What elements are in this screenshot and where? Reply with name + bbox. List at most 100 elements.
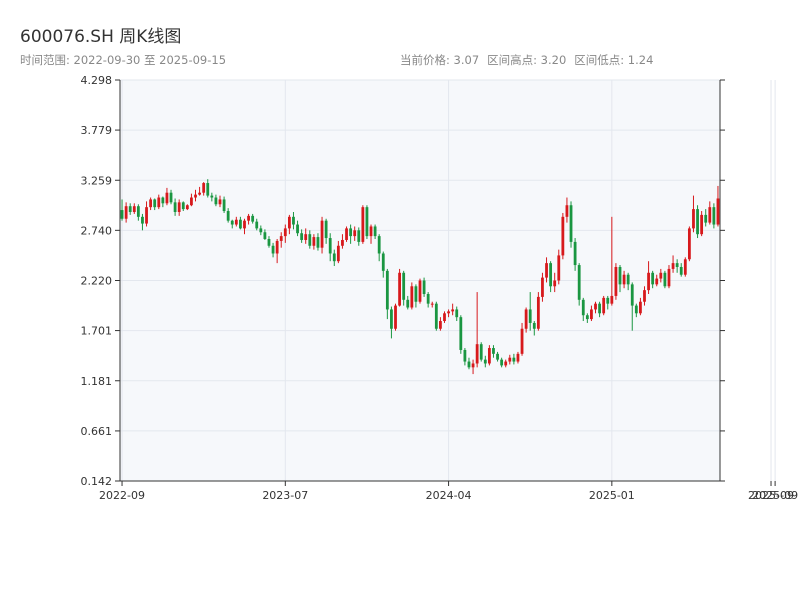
date-range-label: 时间范围: 2022-09-30 至 2025-09-15 (20, 53, 227, 67)
y-tick-label: 3.259 (81, 174, 113, 187)
candle-body (345, 228, 348, 240)
candle-body (618, 266, 622, 285)
price-stats: 当前价格: 3.07 区间高点: 3.20 区间低点: 1.24 (400, 52, 661, 68)
candle-body (443, 313, 446, 322)
candle-body (361, 207, 365, 242)
candle-body (647, 272, 650, 291)
candle-body (430, 303, 434, 305)
candle-body (157, 197, 161, 208)
candle-body (447, 311, 450, 314)
current-price-label: 当前价格: 3.07 (400, 53, 480, 67)
candle-body (385, 270, 389, 310)
candle-body (222, 199, 226, 212)
candle-body (708, 207, 712, 223)
candle-body (414, 286, 418, 302)
candle-body (602, 297, 606, 314)
candle-body (210, 195, 214, 198)
y-tick-label: 2.740 (81, 224, 113, 237)
candle-body (639, 301, 642, 314)
y-tick-label: 1.181 (81, 375, 113, 388)
candle-body (598, 303, 601, 314)
range-low-label: 区间低点: 1.24 (574, 53, 654, 67)
candle-body (377, 236, 381, 254)
candle-body (239, 219, 242, 229)
candle-body (439, 321, 442, 329)
candle-body (410, 286, 414, 308)
candle-body (406, 299, 410, 308)
candle-body (320, 220, 324, 248)
candle-body (487, 348, 491, 364)
candle-body (177, 202, 181, 212)
candle-body (659, 272, 663, 279)
candle-body (328, 238, 332, 254)
candle-body (136, 206, 140, 217)
candle-body (463, 349, 467, 362)
candle-body (381, 253, 385, 271)
candle-body (536, 296, 540, 329)
candle-body (206, 183, 210, 196)
x-tick-label: 2025-01 (589, 489, 635, 502)
candle-body (692, 209, 695, 229)
candle-body (202, 183, 206, 193)
candle-body (341, 239, 344, 246)
candle-body (671, 263, 675, 269)
candle-body (124, 206, 128, 219)
candle-body (141, 216, 144, 224)
y-tick-label: 0.142 (81, 475, 113, 488)
y-tick-label: 0.661 (81, 425, 113, 438)
candle-body (402, 272, 406, 300)
candle-body (418, 280, 422, 302)
candle-body (304, 234, 308, 240)
candle-body (712, 207, 716, 225)
candle-body (336, 245, 340, 262)
candle-body (153, 199, 157, 208)
candle-body (704, 214, 708, 223)
candle-body (496, 353, 499, 360)
candle-body (275, 240, 279, 254)
candle-body (263, 232, 267, 240)
candle-body (471, 363, 475, 368)
y-tick-label: 2.220 (81, 275, 113, 288)
candle-body (663, 272, 667, 287)
candle-body (626, 274, 630, 285)
x-tick-label: 2023-07 (262, 489, 308, 502)
x-tick-label: 2025-09 (748, 489, 794, 502)
candle-body (353, 230, 357, 237)
candle-body (243, 220, 246, 229)
candle-body (251, 215, 255, 222)
candle-body (675, 263, 679, 267)
x-tick-label: 2025-09 (752, 489, 798, 502)
candle-body (369, 226, 373, 237)
candle-body (279, 236, 283, 241)
candle-body (145, 207, 148, 224)
candle-body (492, 348, 495, 354)
candle-body (651, 272, 655, 285)
candle-body (565, 205, 569, 217)
candle-body (610, 295, 614, 304)
candle-body (508, 357, 512, 362)
candle-body (198, 192, 201, 195)
candle-body (349, 228, 353, 237)
x-tick-label: 2022-09 (99, 489, 145, 502)
candle-body (512, 357, 516, 362)
candle-body (634, 305, 638, 314)
candle-body (422, 280, 426, 295)
candle-body (161, 197, 165, 204)
candle-body (524, 309, 528, 329)
candle-body (606, 297, 610, 304)
candle-body (700, 214, 704, 235)
candle-body (655, 278, 659, 285)
candle-body (528, 309, 532, 323)
candle-body (194, 194, 197, 198)
candle-body (716, 198, 720, 225)
candle-body (434, 303, 438, 329)
candle-body (545, 263, 548, 278)
candle-body (169, 192, 173, 203)
candle-body (683, 259, 687, 275)
candle-body (696, 209, 699, 235)
candle-body (259, 228, 263, 233)
candle-body (667, 268, 671, 287)
candle-body (590, 309, 593, 320)
candle-body (255, 221, 259, 229)
